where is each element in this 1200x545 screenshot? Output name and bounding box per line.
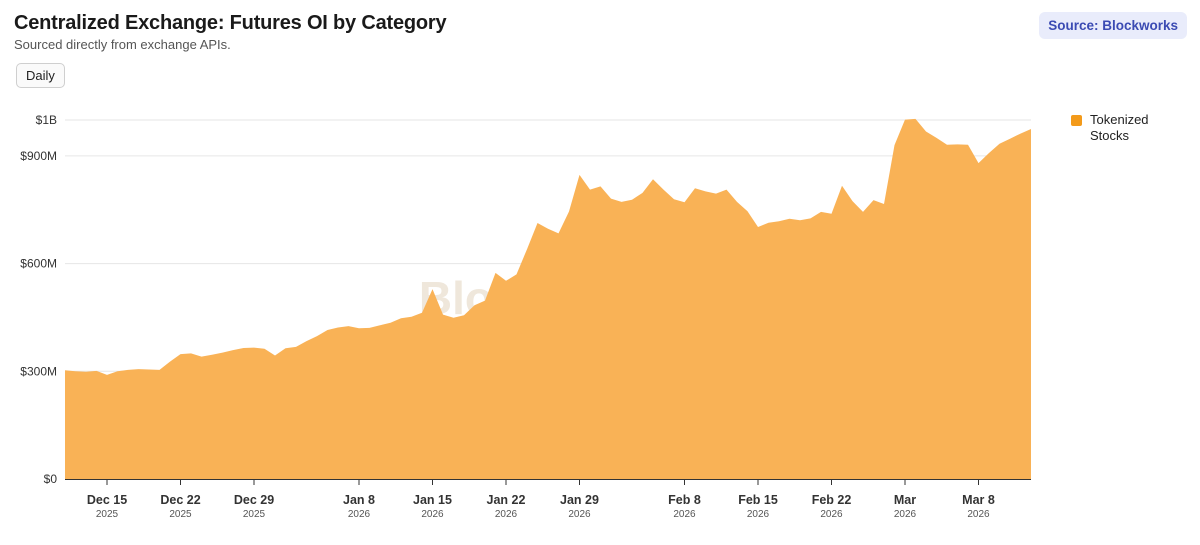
x-tick-label: Feb 22 (812, 493, 852, 507)
legend-swatch-tokenized-stocks[interactable] (1071, 115, 1082, 126)
axes: $0 $300M $600M $900M $1B Dec 15 2025 Dec 22 2025… (20, 113, 1031, 520)
area-layer (65, 118, 1031, 480)
x-tick-year: 2025 (243, 509, 266, 520)
x-tick-label: Mar 8 (962, 493, 995, 507)
source-badge[interactable]: Source: Blockworks (1039, 12, 1187, 39)
x-tick-label: Jan 8 (343, 493, 375, 507)
x-tick-year: 2026 (747, 509, 770, 520)
x-tick-year: 2025 (96, 509, 119, 520)
x-tick-label: Feb 8 (668, 493, 701, 507)
legend: Tokenized Stocks (1071, 112, 1170, 144)
legend-label-tokenized-stocks[interactable]: Tokenized Stocks (1090, 112, 1149, 143)
x-tick-year: 2026 (894, 509, 917, 520)
y-tick-label: $300M (20, 364, 57, 378)
x-tick-year: 2026 (495, 509, 518, 520)
y-tick-label: $600M (20, 257, 57, 271)
x-tick-label: Jan 22 (487, 493, 526, 507)
x-tick-year: 2026 (421, 509, 444, 520)
x-tick-year: 2026 (967, 509, 990, 520)
chart-title: Centralized Exchange: Futures OI by Cate… (14, 12, 447, 34)
y-tick-label: $1B (36, 113, 57, 127)
area-series-tokenized-stocks[interactable] (65, 118, 1031, 480)
x-tick-label: Dec 29 (234, 493, 274, 507)
x-tick-year: 2026 (568, 509, 591, 520)
x-tick-year: 2026 (673, 509, 696, 520)
x-tick-year: 2025 (169, 509, 192, 520)
chart-subtitle: Sourced directly from exchange APIs. (14, 37, 231, 52)
x-tick-label: Jan 15 (413, 493, 452, 507)
x-tick-label: Jan 29 (560, 493, 599, 507)
x-tick-label: Dec 15 (87, 493, 127, 507)
y-tick-label: $0 (44, 472, 58, 486)
x-tick-year: 2026 (820, 509, 843, 520)
y-tick-label: $900M (20, 149, 57, 163)
x-tick-year: 2026 (348, 509, 371, 520)
x-tick-label: Feb 15 (738, 493, 778, 507)
interval-daily-button[interactable]: Daily (16, 63, 65, 88)
x-tick-label: Mar (894, 493, 916, 507)
x-tick-label: Dec 22 (160, 493, 200, 507)
